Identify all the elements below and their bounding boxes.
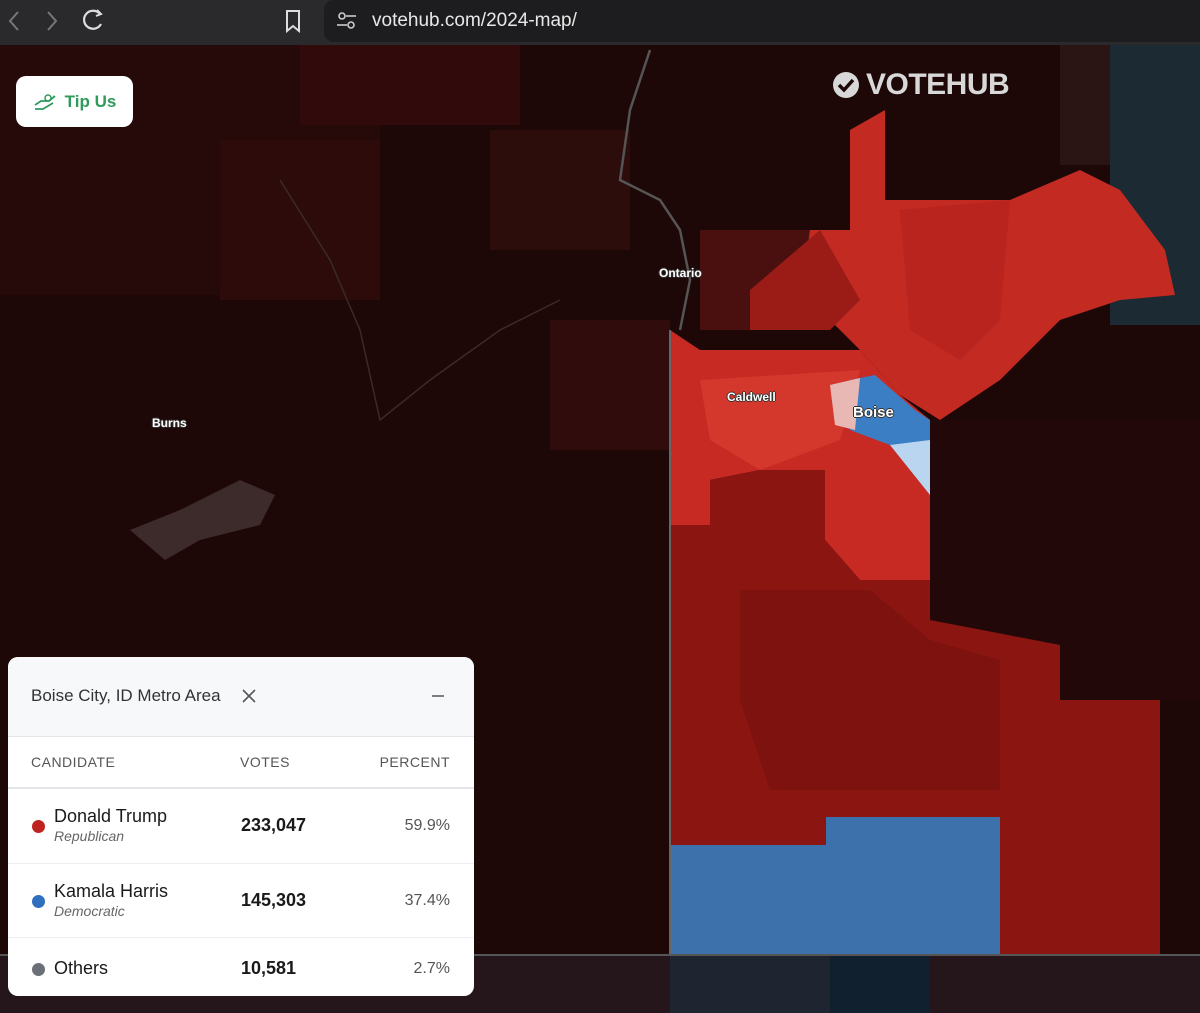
vote-count: 10,581: [241, 958, 297, 978]
logo[interactable]: VOTEHUB: [832, 68, 1010, 102]
candidate-color: [32, 963, 45, 976]
candidate-color: [32, 894, 45, 908]
reload-icon[interactable]: [82, 9, 102, 30]
results-panel: Boise City, ID Metro Area CANDIDATE VOTE…: [8, 657, 474, 996]
nav-icons: [8, 9, 300, 34]
forward-icon[interactable]: [47, 11, 58, 31]
result-row: Others 10,581 2.7%: [8, 938, 474, 996]
map-label: Caldwell: [727, 390, 776, 404]
vote-percent: 59.9%: [404, 817, 450, 834]
logo-text: VOTEHUB: [866, 68, 1010, 101]
reload-arrow: [95, 9, 103, 17]
url-text: votehub.com/2024-map/: [372, 10, 577, 31]
address-bar[interactable]: votehub.com/2024-map/: [324, 0, 1200, 42]
minimize-button[interactable]: [430, 688, 446, 704]
bookmark-icon[interactable]: [286, 10, 300, 34]
county-shading: [0, 45, 1200, 1013]
logo-icon: [833, 72, 859, 98]
tip-label: Tip Us: [64, 91, 117, 111]
vote-percent: 37.4%: [404, 891, 450, 909]
map-label: Burns: [152, 416, 187, 430]
vote-count: 145,303: [241, 889, 307, 910]
column-header: CANDIDATE: [31, 754, 116, 770]
tip-icon: [34, 93, 56, 110]
candidate-name: Donald Trump: [54, 806, 168, 826]
panel-header: Boise City, ID Metro Area: [8, 657, 474, 737]
browser-toolbar: votehub.com/2024-map/: [0, 0, 1200, 45]
vote-percent: 2.7%: [413, 960, 450, 977]
result-row: Kamala Harris Democratic 145,303 37.4%: [8, 864, 474, 938]
results-rows: Donald Trump Republican 233,047 59.9% Kamala…: [8, 789, 474, 996]
candidate-name: Kamala Harris: [54, 880, 169, 901]
site-settings-icon[interactable]: [334, 0, 364, 42]
candidate-party: Democratic: [54, 902, 125, 919]
column-header: VOTES: [240, 754, 290, 770]
close-button[interactable]: [241, 688, 257, 704]
map-label: Ontario: [659, 266, 702, 280]
map-label: Boise: [853, 404, 894, 421]
column-headers: CANDIDATE VOTES PERCENT: [8, 737, 474, 789]
back-icon[interactable]: [8, 11, 19, 31]
candidate-party: Republican: [54, 828, 125, 844]
column-header: PERCENT: [379, 754, 450, 770]
candidate-color: [32, 820, 45, 833]
map[interactable]: [0, 45, 1200, 1013]
candidate-name: Others: [54, 958, 109, 978]
tip-button[interactable]: Tip Us: [16, 76, 133, 127]
result-row: Donald Trump Republican 233,047 59.9%: [8, 789, 474, 864]
panel-title: Boise City, ID Metro Area: [31, 686, 221, 705]
precinct-shapes: [670, 110, 1175, 955]
vote-count: 233,047: [241, 815, 307, 835]
